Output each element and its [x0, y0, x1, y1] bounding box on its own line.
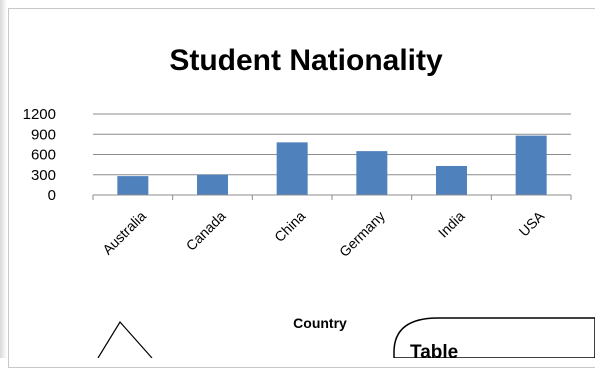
x-axis-label: Country: [293, 315, 347, 331]
callout-pointer: [97, 320, 153, 358]
callout-text: Table: [410, 342, 458, 358]
y-tick-label: 600: [31, 147, 56, 164]
bar: [117, 176, 149, 195]
bar: [276, 142, 308, 195]
bar: [197, 174, 228, 195]
category-labels: Australia Canada China Germany India USA: [99, 207, 548, 259]
bar-chart: Student Nationality 0 300 600 900 1200 Austr…: [23, 44, 595, 358]
callout-bubble: [393, 317, 595, 358]
category-label: China: [271, 208, 308, 245]
y-tick-label: 300: [31, 167, 56, 184]
y-tick-label: 900: [31, 126, 56, 143]
category-label: Germany: [336, 208, 388, 260]
bar: [436, 165, 467, 195]
y-tick-labels: 0 300 600 900 1200: [23, 106, 56, 204]
gridlines: [93, 113, 571, 176]
y-tick-label: 0: [48, 187, 56, 204]
category-label: Canada: [183, 208, 229, 254]
y-tick-label: 1200: [23, 106, 56, 123]
category-label: USA: [516, 207, 548, 239]
category-label: India: [435, 208, 468, 241]
bar: [356, 151, 388, 195]
bars: [117, 135, 547, 195]
left-shade: [0, 0, 7, 358]
category-label: Australia: [99, 208, 149, 258]
chart-title: Student Nationality: [169, 44, 443, 77]
x-axis: [92, 194, 572, 200]
bar: [515, 135, 547, 195]
